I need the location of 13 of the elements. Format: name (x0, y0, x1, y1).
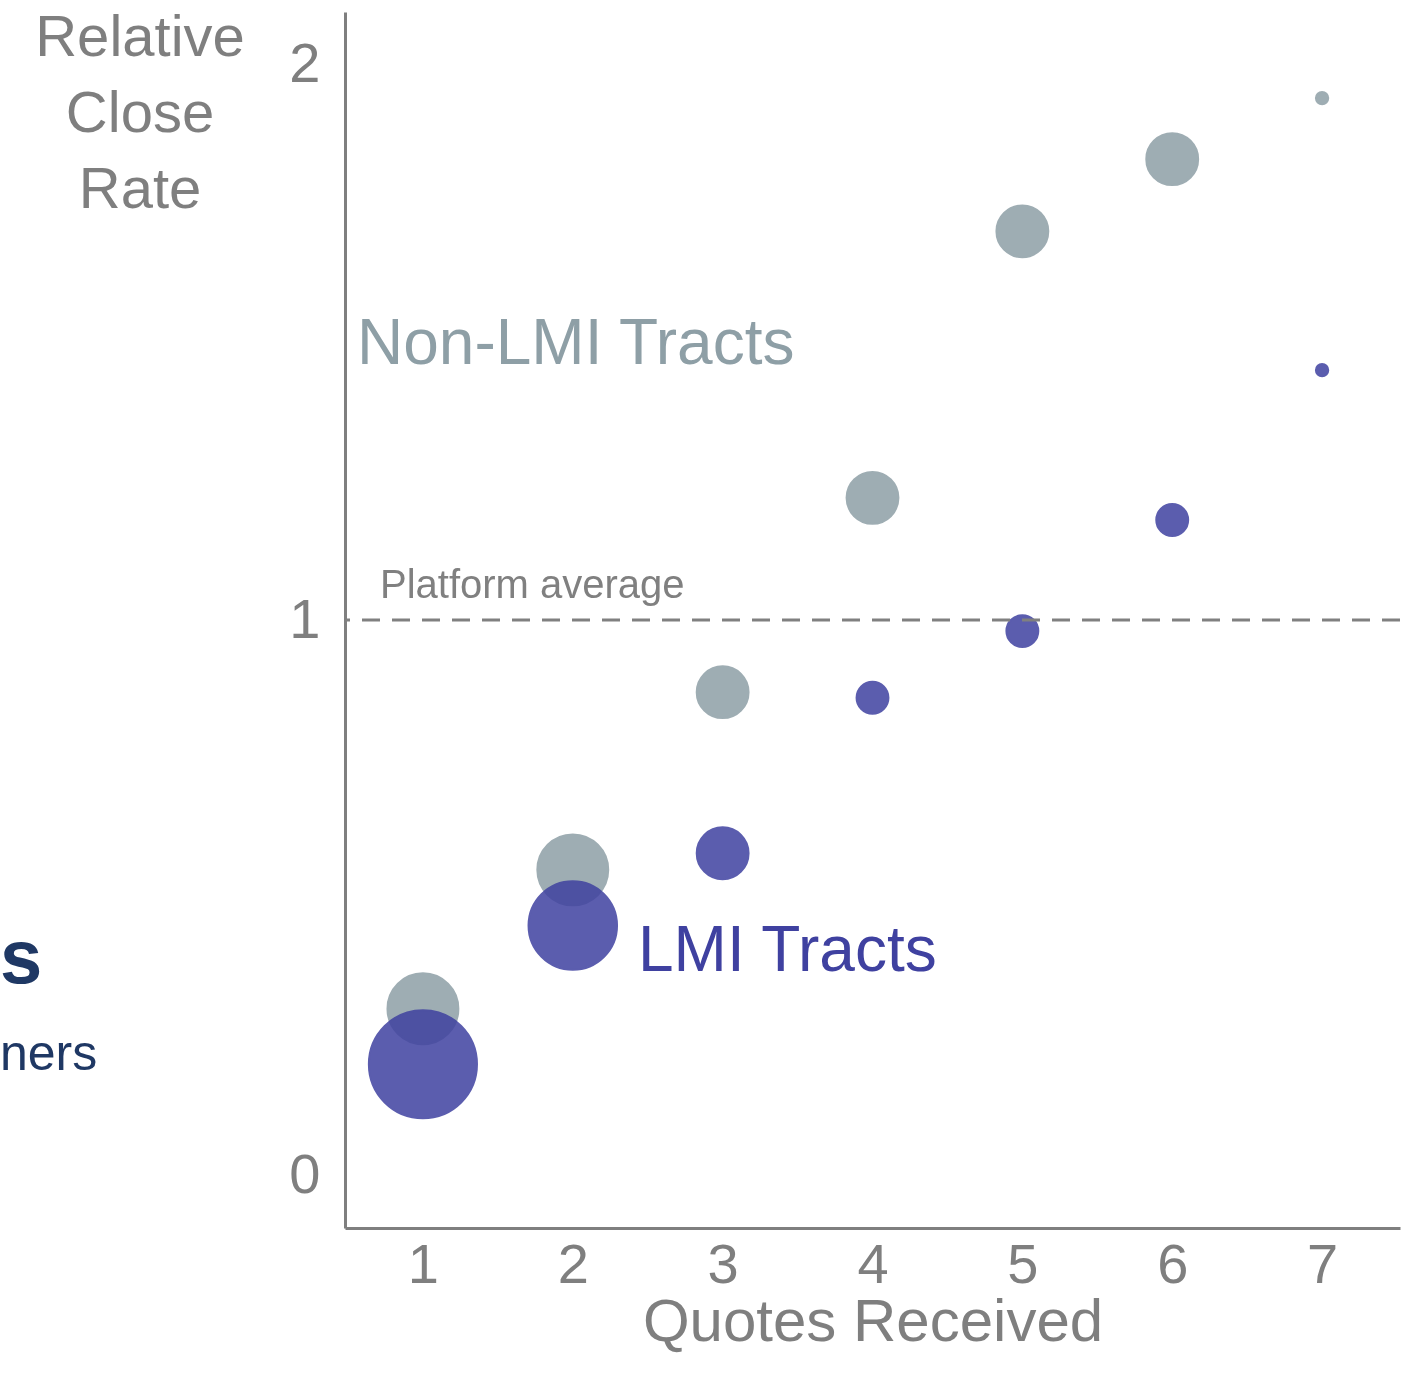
y-tick-label: 0 (289, 1141, 321, 1205)
x-tick-label: 1 (407, 1231, 439, 1295)
x-tick-label: 6 (1157, 1231, 1189, 1295)
y-tick-label: 1 (289, 586, 321, 650)
text: s (0, 914, 43, 999)
series-label: LMI Tracts (638, 913, 937, 985)
series-label: Non-LMI Tracts (357, 306, 795, 378)
x-tick-label: 2 (557, 1231, 589, 1295)
y-axis-title: Relative Close Rate (35, 3, 245, 220)
x-tick-label: 7 (1307, 1231, 1339, 1295)
y-tick-label: 2 (289, 31, 321, 95)
ref-line-label: Platform average (380, 562, 685, 606)
text: ners (0, 1025, 98, 1081)
